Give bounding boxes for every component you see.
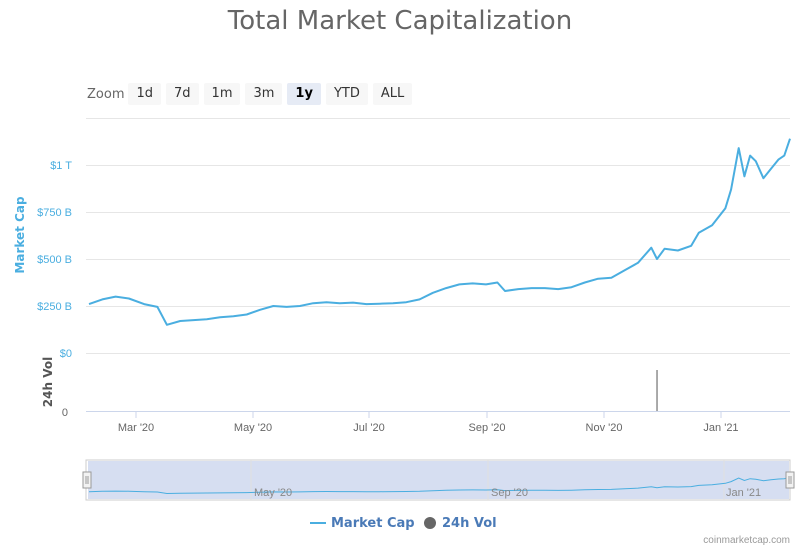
x-tick-label: Nov '20 (586, 422, 623, 434)
zoom-all-button[interactable]: ALL (372, 83, 413, 105)
legend: Market Cap 24h Vol (310, 516, 497, 531)
x-tick-label: Sep '20 (469, 422, 506, 434)
zoom-1y-button[interactable]: 1y (287, 83, 321, 105)
legend-item-market-cap[interactable]: Market Cap (310, 516, 415, 531)
zoom-7d-button[interactable]: 7d (166, 83, 199, 105)
zoom-label: Zoom (87, 86, 125, 102)
legend-label: 24h Vol (442, 516, 497, 531)
market-cap-series-line (88, 138, 791, 326)
navigator-tick-label: May '20 (254, 487, 292, 499)
navigator-series-line (88, 476, 791, 495)
zoom-1d-button[interactable]: 1d (128, 83, 162, 105)
zoom-controls: Zoom 1d 7d 1m 3m 1y YTD ALL (87, 83, 417, 105)
navigator-tick-label: Sep '20 (491, 487, 528, 499)
volume-axis-title: 24h Vol (41, 357, 55, 407)
x-tick-label: Jul '20 (353, 422, 384, 434)
zoom-ytd-button[interactable]: YTD (325, 83, 368, 105)
y-tick-label: $500 B (37, 254, 72, 266)
x-tick-label: Jan '21 (703, 422, 738, 434)
navigator-handle-left[interactable] (82, 471, 92, 489)
y-axis-title: Market Cap (13, 196, 27, 274)
credit-link[interactable]: coinmarketcap.com (703, 535, 790, 546)
volume-y-tick-label: 0 (62, 407, 68, 419)
x-tick-label: Mar '20 (118, 422, 154, 434)
y-tick-label: $1 T (50, 160, 72, 172)
zoom-1m-button[interactable]: 1m (203, 83, 241, 105)
y-tick-label: $750 B (37, 207, 72, 219)
navigator-tick-label: Jan '21 (726, 487, 761, 499)
navigator-handle-right[interactable] (785, 471, 795, 489)
x-tick-label: May '20 (234, 422, 272, 434)
zoom-3m-button[interactable]: 3m (245, 83, 283, 105)
y-tick-label: $250 B (37, 301, 72, 313)
chart-title: Total Market Capitalization (227, 6, 573, 36)
y-tick-label: $0 (60, 348, 72, 360)
legend-label: Market Cap (331, 516, 415, 531)
legend-item-24h-vol[interactable]: 24h Vol (424, 516, 497, 531)
